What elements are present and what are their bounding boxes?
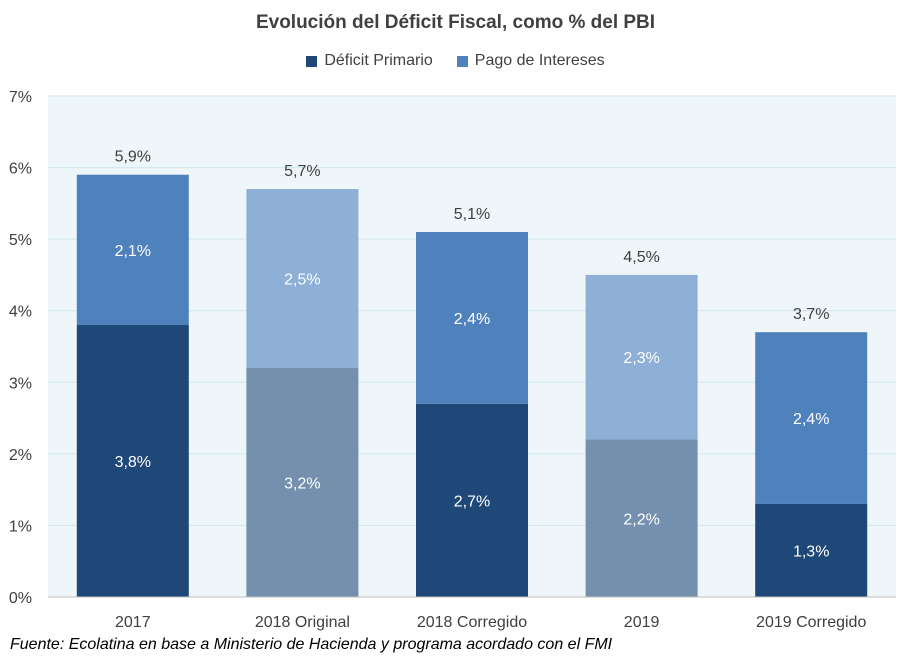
bar-segment — [76, 325, 189, 597]
y-tick-label: 1% — [9, 518, 32, 535]
bar-segment — [76, 174, 189, 326]
legend-swatch-pago-intereses — [456, 55, 468, 67]
legend: Déficit Primario Pago de Intereses — [0, 52, 911, 70]
data-label: 2,3% — [623, 350, 659, 367]
total-label: 5,7% — [284, 163, 320, 180]
x-tick-label: 2017 — [115, 614, 151, 631]
legend-label-deficit-primario: Déficit Primario — [324, 52, 433, 69]
y-tick-label: 7% — [9, 89, 32, 106]
data-label: 2,4% — [454, 311, 490, 328]
data-label: 2,1% — [115, 243, 151, 260]
y-tick-label: 3% — [9, 375, 32, 392]
chart-title: Evolución del Déficit Fiscal, como % del… — [255, 12, 656, 33]
bar-segment — [246, 189, 359, 368]
bar-segment — [755, 503, 868, 597]
y-tick-label: 6% — [9, 161, 32, 178]
bar-segment — [416, 231, 528, 404]
x-tick-label: 2018 Original — [255, 614, 350, 631]
data-label: 2,2% — [623, 511, 659, 528]
data-label: 1,3% — [793, 543, 829, 560]
data-label: 2,7% — [454, 493, 490, 510]
legend-item-deficit-primario: Déficit Primario — [306, 52, 433, 70]
bar-segment — [246, 367, 359, 597]
data-label: 2,4% — [793, 411, 829, 428]
total-label: 5,1% — [454, 206, 490, 223]
data-label: 3,8% — [115, 454, 151, 471]
total-label: 4,5% — [623, 249, 659, 266]
y-tick-label: 0% — [9, 590, 32, 607]
x-tick-label: 2019 — [624, 614, 660, 631]
total-label: 3,7% — [793, 306, 829, 323]
data-label: 3,2% — [284, 475, 320, 492]
legend-swatch-deficit-primario — [306, 55, 318, 67]
bar-segment — [585, 439, 698, 597]
total-label: 5,9% — [115, 149, 151, 166]
data-label: 2,5% — [284, 272, 320, 289]
bar-segment — [585, 274, 698, 440]
bar-segment — [416, 403, 528, 597]
y-tick-label: 4% — [9, 304, 32, 321]
y-tick-label: 5% — [9, 232, 32, 249]
bar-segment — [755, 332, 868, 504]
x-tick-label: 2019 Corregido — [756, 614, 866, 631]
y-tick-label: 2% — [9, 447, 32, 464]
legend-item-pago-intereses: Pago de Intereses — [456, 52, 605, 70]
legend-label-pago-intereses: Pago de Intereses — [474, 52, 605, 69]
x-tick-label: 2018 Corregido — [417, 614, 527, 631]
source-note: Fuente: Ecolatina en base a Ministerio d… — [10, 636, 613, 653]
